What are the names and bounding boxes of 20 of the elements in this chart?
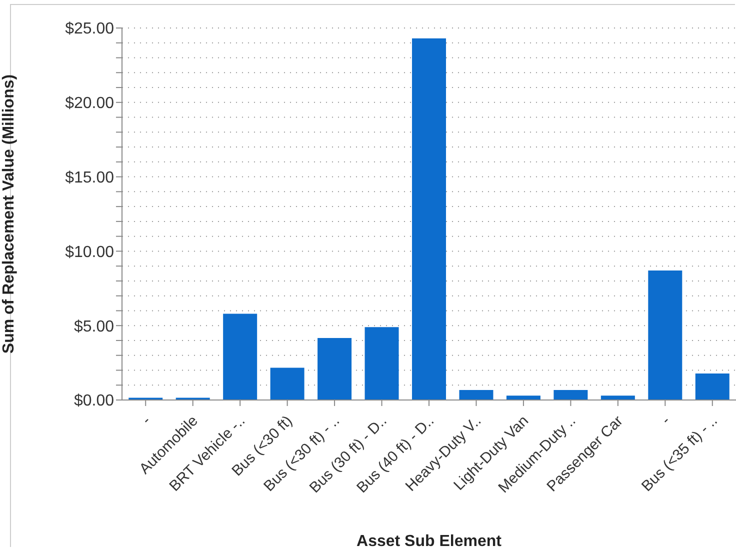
bar bbox=[318, 338, 352, 400]
bar bbox=[506, 396, 540, 400]
x-axis-title: Asset Sub Element bbox=[356, 533, 502, 548]
y-tick-label: $10.00 bbox=[65, 244, 114, 261]
bar bbox=[648, 270, 682, 400]
bar bbox=[223, 314, 258, 400]
bar bbox=[270, 368, 304, 400]
bar bbox=[459, 390, 494, 400]
y-tick-label: $0.00 bbox=[74, 392, 114, 410]
bar bbox=[554, 390, 588, 400]
y-tick-label: $15.00 bbox=[65, 169, 114, 186]
y-tick-label: $5.00 bbox=[74, 318, 114, 336]
bar bbox=[600, 396, 635, 400]
bar bbox=[364, 327, 399, 400]
x-tick-label: - bbox=[658, 412, 674, 428]
bar bbox=[695, 374, 730, 400]
bar bbox=[412, 38, 446, 400]
y-tick-label: $20.00 bbox=[65, 95, 114, 112]
y-tick-label: $25.00 bbox=[65, 20, 114, 38]
y-axis-title: Sum of Replacement Value (Millions) bbox=[0, 74, 18, 354]
